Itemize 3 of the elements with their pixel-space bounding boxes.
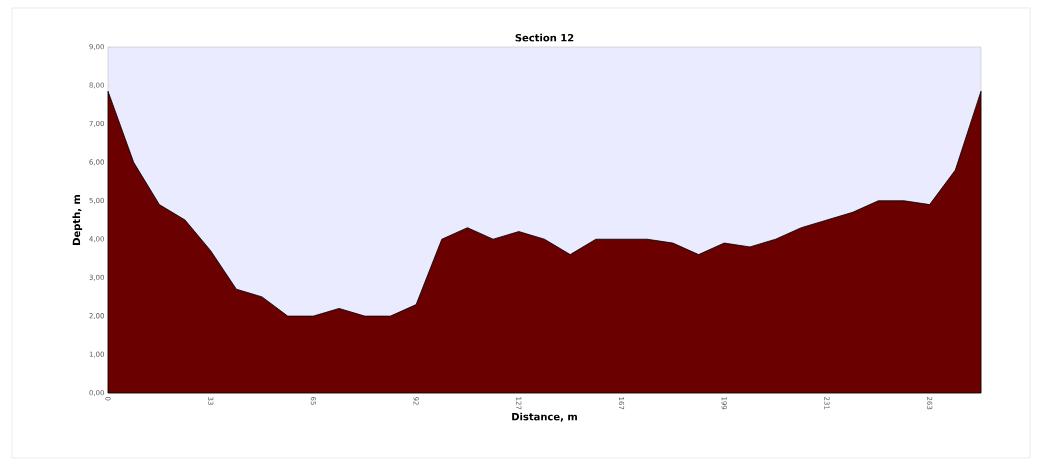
chart-title: Section 12 [515,33,574,42]
y-axis-title: Depth, m [72,194,83,245]
x-axis-title: Distance, m [512,412,577,422]
